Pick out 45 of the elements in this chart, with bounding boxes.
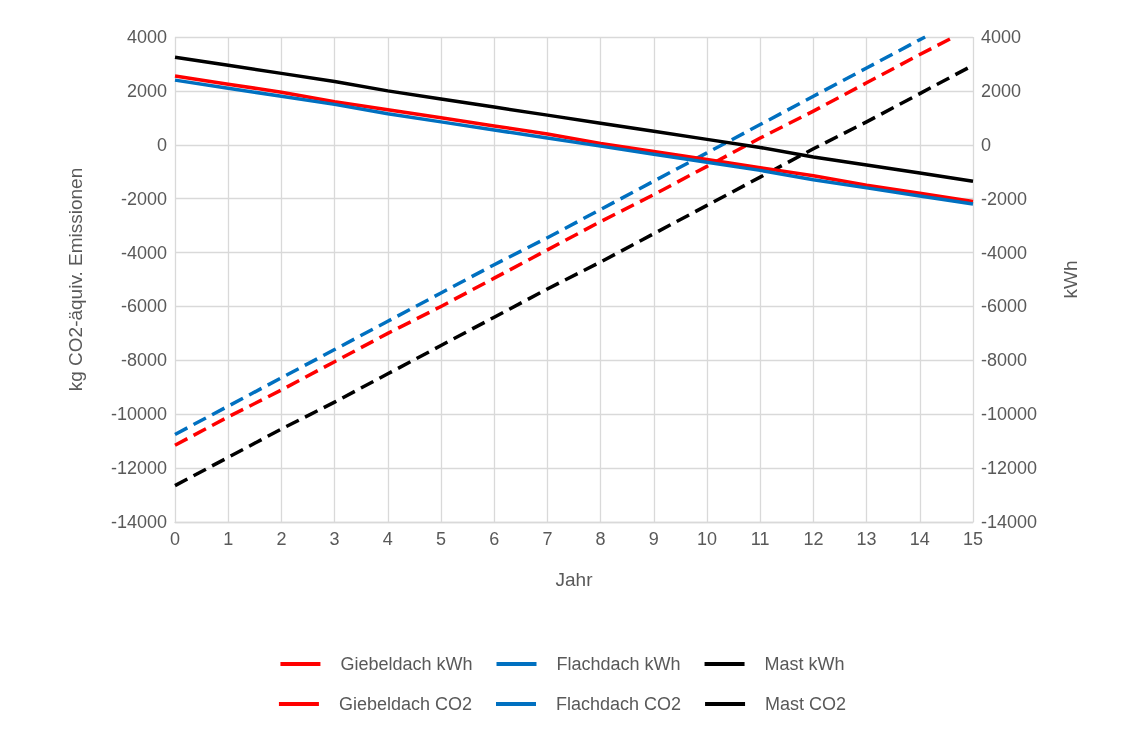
x-axis-title: Jahr [555, 569, 594, 590]
y2-tick-label: -2000 [981, 188, 1028, 209]
y2-tick-label: -10000 [981, 404, 1038, 425]
y-axis-title: kg CO2-äquiv. Emissionen [65, 167, 86, 392]
x-tick-label: 2 [276, 529, 287, 549]
x-tick-label: 8 [595, 529, 606, 549]
y2-tick-label: -6000 [981, 296, 1028, 317]
legend-label: Mast CO2 [765, 694, 847, 714]
legend-label: Giebeldach CO2 [338, 694, 472, 714]
y2-tick-label: 2000 [981, 80, 1022, 101]
y2-tick-label: -4000 [981, 242, 1028, 263]
y2-tick-label: -14000 [981, 512, 1038, 532]
x-tick-label: 7 [542, 529, 553, 549]
y2-tick-label: -8000 [981, 350, 1028, 371]
x-tick-label: 6 [489, 529, 500, 549]
y-tick-label: -4000 [120, 242, 167, 263]
legend-label: Giebeldach kWh [340, 654, 473, 674]
x-tick-label: 0 [169, 529, 181, 549]
x-tick-label: 1 [223, 529, 234, 549]
x-tick-label: 4 [382, 529, 393, 549]
legend-label: Flachdach kWh [556, 654, 681, 674]
y2-tick-label: 0 [981, 134, 992, 155]
x-tick-label: 3 [329, 529, 340, 549]
x-tick-label: 15 [962, 529, 984, 549]
x-tick-label: 5 [435, 529, 447, 549]
x-tick-label: 14 [909, 529, 930, 549]
y-tick-label: -6000 [120, 296, 167, 317]
y-tick-label: -8000 [120, 350, 167, 371]
y2-axis-title: kWh [1060, 260, 1081, 299]
legend-label: Flachdach CO2 [556, 694, 682, 714]
y-tick-label: -12000 [110, 458, 167, 479]
y2-tick-label: -12000 [981, 458, 1038, 479]
y-tick-label: 4000 [126, 27, 167, 47]
x-tick-label: 12 [803, 529, 824, 549]
legend-label: Mast kWh [764, 654, 845, 674]
y-tick-label: 2000 [126, 80, 167, 101]
x-tick-label: 10 [696, 529, 718, 549]
y-tick-label: 0 [156, 134, 167, 155]
x-tick-label: 9 [648, 529, 659, 549]
x-tick-label: 13 [856, 529, 877, 549]
x-tick-label: 11 [750, 529, 770, 549]
y2-tick-label: 4000 [981, 27, 1022, 47]
y-tick-label: -2000 [120, 188, 167, 209]
y-tick-label: -14000 [110, 512, 167, 532]
y-tick-label: -10000 [110, 404, 167, 425]
